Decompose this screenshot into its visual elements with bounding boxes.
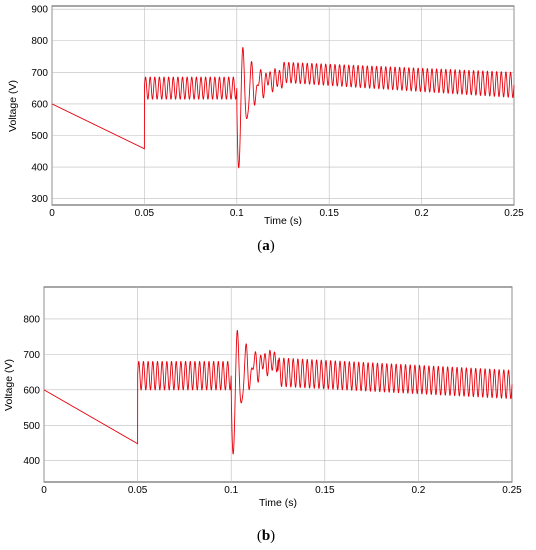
y-ticks-a: 300 400 500 600 700 800 900 [31,5,48,206]
plot-area-a [51,5,515,206]
y-tick-label: 700 [23,350,40,361]
x-tick-label: 0 [41,485,47,496]
y-tick-label: 500 [23,421,40,432]
y-tick-label: 600 [31,99,48,110]
x-axis-label-a: Time (s) [264,215,302,227]
y-ticks-b: 400 500 600 700 800 [23,314,40,467]
x-tick-label: 0.1 [230,208,244,219]
y-tick-label: 900 [31,5,48,16]
chart-panel-a: 300 400 500 600 700 800 900 0 0.05 0.1 0.15 0.2 0.2… [7,5,524,254]
x-tick-label: 0.15 [315,485,335,496]
voltage-line-b [43,329,513,455]
y-axis-label-a: Voltage (V) [7,80,19,132]
plot-area-b [43,286,513,483]
panel-letter-a: a [262,238,270,254]
x-ticks-a: 0 0.05 0.1 0.15 0.2 0.25 [49,208,524,219]
y-tick-label: 400 [23,456,40,467]
y-tick-label: 500 [31,131,48,142]
y-tick-label: 700 [31,68,48,79]
x-tick-label: 0.1 [224,485,238,496]
y-tick-label: 800 [31,36,48,47]
y-tick-label: 800 [23,314,40,325]
x-tick-label: 0.25 [504,208,524,219]
y-tick-label: 600 [23,385,40,396]
panel-letter-b: b [262,528,270,544]
x-tick-label: 0 [49,208,55,219]
panel-caption-b: (b) [257,528,275,544]
x-axis-label-b: Time (s) [259,497,297,509]
grid-b [43,287,513,482]
chart-panel-b: 400 500 600 700 800 0 0.05 0.1 0.15 0.2 0.25 Time… [3,286,522,544]
x-tick-label: 0.05 [135,208,155,219]
y-tick-label: 300 [31,194,48,205]
x-tick-label: 0.2 [411,485,425,496]
x-tick-label: 0.05 [128,485,148,496]
y-tick-label: 400 [31,163,48,174]
x-tick-label: 0.15 [319,208,339,219]
x-tick-label: 0.25 [502,485,522,496]
voltage-line-a [51,46,515,169]
panel-caption-a: (a) [257,238,275,254]
x-ticks-b: 0 0.05 0.1 0.15 0.2 0.25 [41,485,522,496]
y-axis-label-b: Voltage (V) [3,359,15,411]
x-tick-label: 0.2 [415,208,429,219]
